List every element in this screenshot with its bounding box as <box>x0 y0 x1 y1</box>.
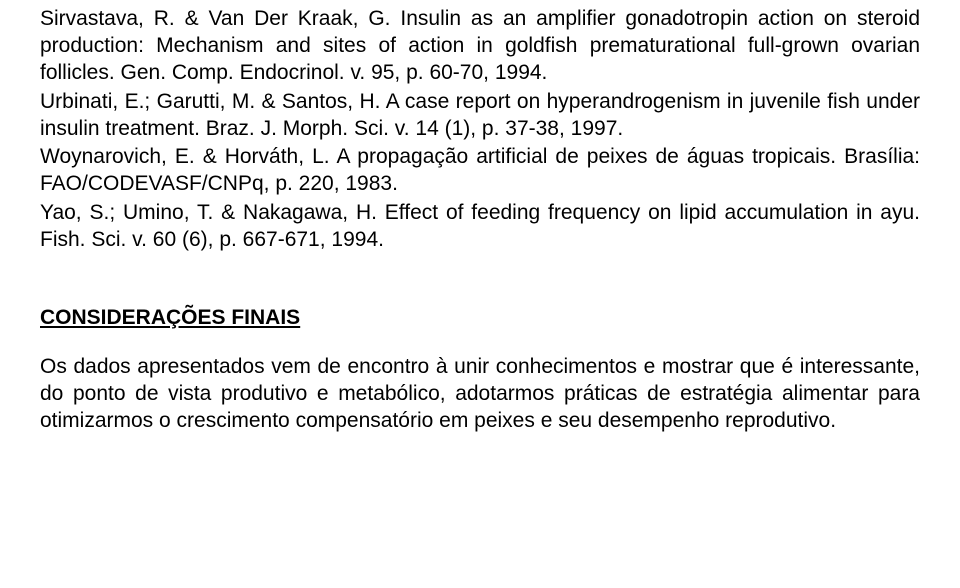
section-title: CONSIDERAÇÕES FINAIS <box>40 306 920 330</box>
reference-entry: Sirvastava, R. & Van Der Kraak, G. Insul… <box>40 6 920 87</box>
reference-entry: Urbinati, E.; Garutti, M. & Santos, H. A… <box>40 89 920 143</box>
document-page: Sirvastava, R. & Van Der Kraak, G. Insul… <box>0 0 960 435</box>
reference-entry: Woynarovich, E. & Horváth, L. A propagaç… <box>40 144 920 198</box>
reference-entry: Yao, S.; Umino, T. & Nakagawa, H. Effect… <box>40 200 920 254</box>
body-paragraph: Os dados apresentados vem de encontro à … <box>40 354 920 435</box>
